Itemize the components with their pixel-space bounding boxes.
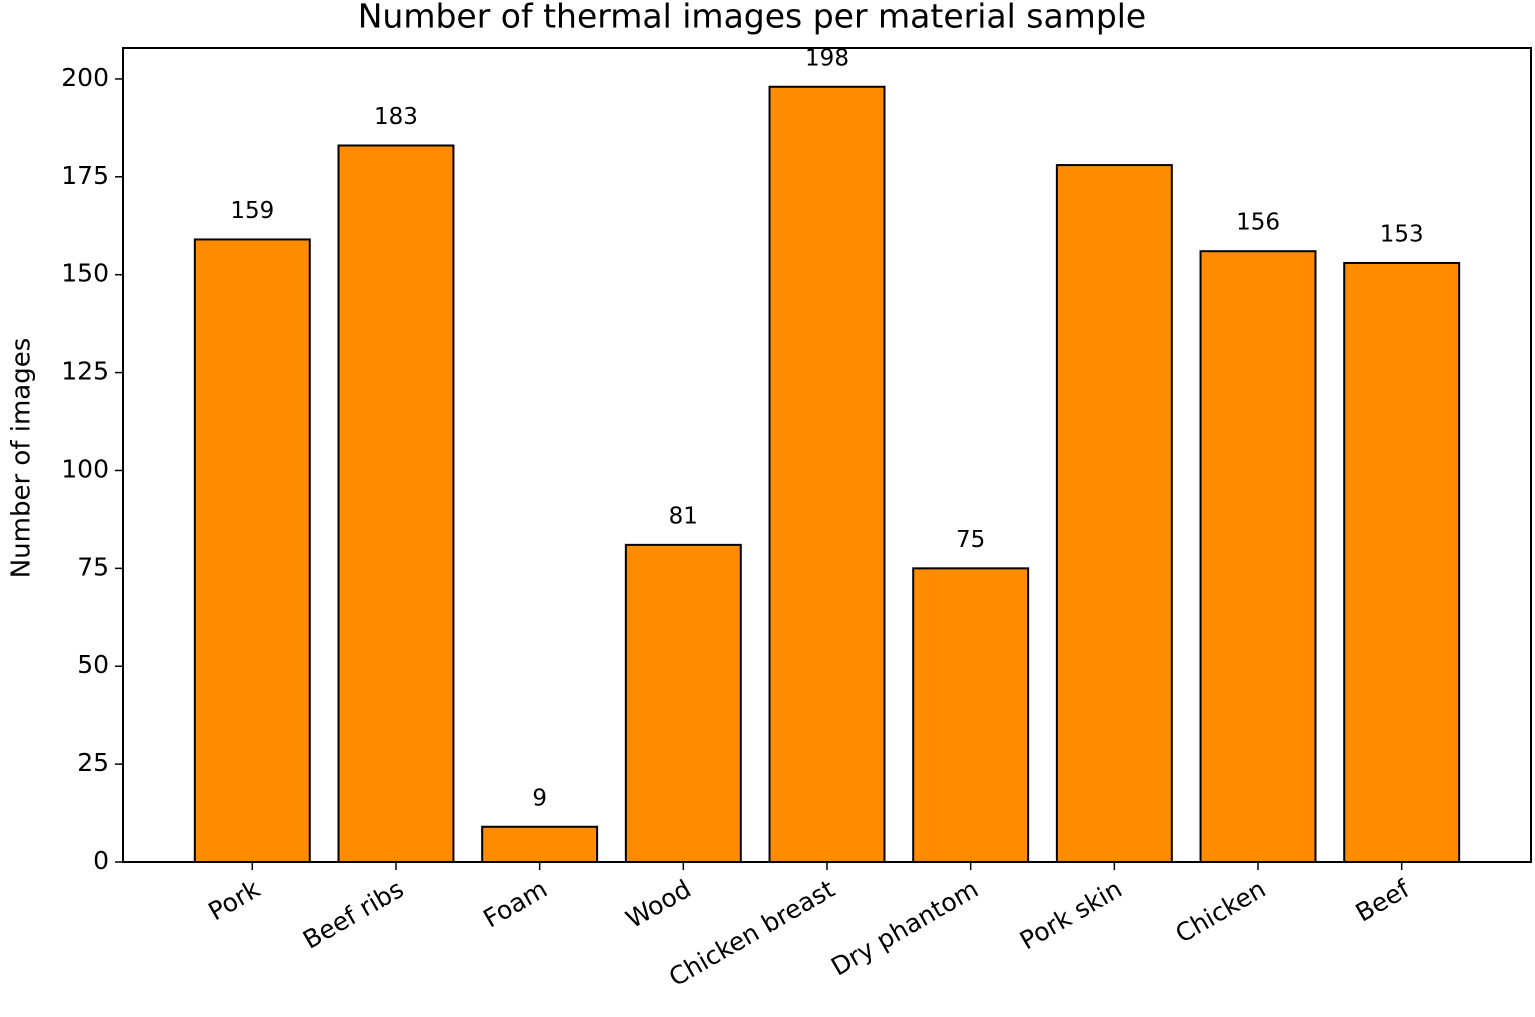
x-tick-label: Pork — [203, 874, 265, 926]
bar — [1055, 164, 1173, 863]
data-label: 81 — [669, 503, 698, 529]
data-label: 156 — [1236, 210, 1280, 236]
x-tick-label: Dry phantom — [826, 874, 983, 981]
data-label: 159 — [230, 198, 274, 224]
bar — [624, 543, 742, 863]
x-tick-label: Wood — [621, 874, 696, 934]
data-label: 183 — [374, 104, 418, 130]
bar — [193, 238, 311, 863]
plot-frame — [122, 47, 1532, 863]
bar — [337, 144, 455, 863]
x-tick-label: Pork skin — [1015, 874, 1127, 955]
bar — [912, 567, 1030, 863]
data-label: 75 — [956, 527, 985, 553]
y-tick-label: 100 — [61, 454, 109, 483]
data-label: 9 — [532, 785, 547, 811]
x-tick-label: Beef — [1351, 874, 1416, 928]
x-tick-label: Beef ribs — [298, 874, 408, 955]
x-tick-label: Chicken — [1170, 874, 1270, 949]
x-tick-label: Foam — [478, 874, 552, 933]
y-tick-label: 25 — [77, 748, 109, 777]
y-tick-label: 50 — [77, 650, 109, 679]
bar — [481, 825, 599, 863]
y-tick-label: 0 — [93, 846, 109, 875]
y-tick-label: 75 — [77, 552, 109, 581]
bar — [1199, 250, 1317, 863]
data-label: 153 — [1380, 221, 1424, 247]
y-tick-label: 150 — [61, 259, 109, 288]
bar — [1343, 261, 1461, 863]
y-tick-label: 125 — [61, 357, 109, 386]
data-label: 198 — [805, 45, 849, 71]
y-tick-label: 200 — [61, 63, 109, 92]
chart-title: Number of thermal images per material sa… — [358, 0, 1147, 36]
y-axis-label: Number of images — [7, 338, 37, 579]
y-tick-label: 175 — [61, 161, 109, 190]
bar — [768, 85, 886, 863]
